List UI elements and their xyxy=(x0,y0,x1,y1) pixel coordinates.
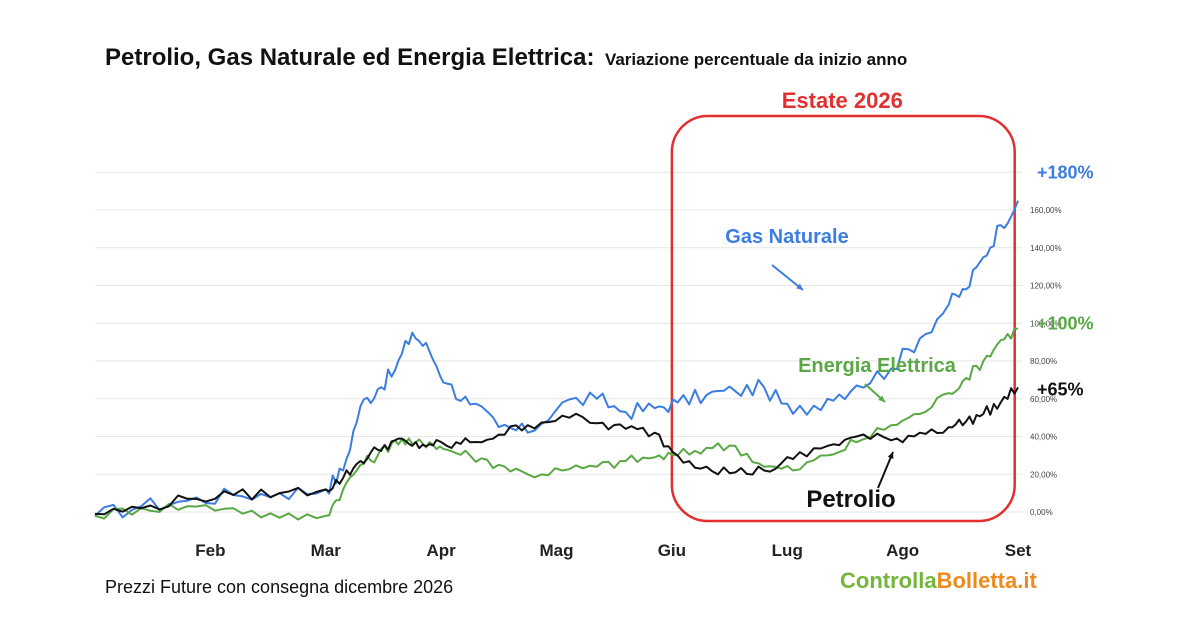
chart-subtitle: Variazione percentuale da inizio anno xyxy=(604,50,908,69)
y-tick-label: 100,00% xyxy=(1030,319,1062,328)
highlight-box xyxy=(670,114,1016,523)
brand-part-2: Bolletta.it xyxy=(936,568,1037,593)
series-label-petrolio: Petrolio xyxy=(806,486,895,513)
brand-logo: ControllaBolletta.it xyxy=(840,568,1037,594)
x-tick-label: Set xyxy=(1005,541,1032,560)
series-label-gas: Gas Naturale xyxy=(725,226,848,248)
y-tick-label: 120,00% xyxy=(1030,282,1062,291)
end-label-elettricita: +100% xyxy=(1037,313,1094,333)
y-tick-label: 40,00% xyxy=(1030,433,1057,442)
x-tick-label: Ago xyxy=(886,541,919,560)
x-tick-label: Feb xyxy=(195,541,225,560)
highlight-label: Estate 2026 xyxy=(782,88,903,113)
series-arrowhead-elettricita xyxy=(878,395,885,402)
series-line-petrolio xyxy=(94,386,1019,516)
x-tick-label: Apr xyxy=(426,541,456,560)
chart-title-main: Petrolio, Gas Naturale ed Energia Elettr… xyxy=(105,44,595,71)
y-tick-label: 0,00% xyxy=(1030,508,1053,517)
series-label-elettricita: Energia Elettrica xyxy=(798,355,957,377)
end-label-petrolio: +65% xyxy=(1037,379,1084,399)
y-tick-label: 160,00% xyxy=(1030,206,1062,215)
x-tick-label: Mar xyxy=(311,541,342,560)
x-tick-label: Giu xyxy=(658,541,686,560)
series-arrow-gas xyxy=(771,264,804,291)
y-tick-label: 60,00% xyxy=(1030,395,1057,404)
series-line-elettricita xyxy=(94,327,1019,521)
y-tick-label: 20,00% xyxy=(1030,470,1057,479)
series-line-gas xyxy=(94,200,1019,519)
x-tick-label: Lug xyxy=(772,541,803,560)
series-arrowhead-petrolio xyxy=(887,452,894,459)
y-tick-label: 140,00% xyxy=(1030,244,1062,253)
x-tick-label: Mag xyxy=(540,541,574,560)
end-label-gas: +180% xyxy=(1037,162,1094,182)
brand-part-1: Controlla xyxy=(840,568,937,593)
series-arrowhead-gas xyxy=(796,283,803,290)
chart-footnote: Prezzi Future con consegna dicembre 2026 xyxy=(105,577,454,597)
y-tick-label: 80,00% xyxy=(1030,357,1057,366)
series-arrow-petrolio xyxy=(877,451,894,489)
chart-title: Petrolio, Gas Naturale ed Energia Elettr… xyxy=(105,44,907,72)
